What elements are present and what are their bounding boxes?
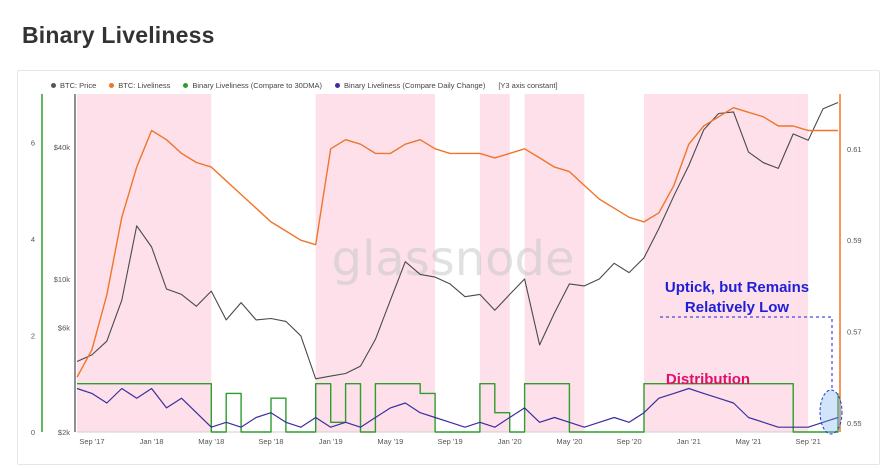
x-tick-8: May '20 [556,437,582,446]
y-right-tick-0: 0.55 [847,419,862,428]
series-binary-30dma [77,383,839,433]
highlight-band-0 [77,94,212,432]
y-left-tick-0: 0 [31,428,35,437]
legend-item-binary-daily[interactable]: Binary Liveliness (Compare Daily Change) [335,81,485,90]
x-tick-3: Sep '18 [258,437,283,446]
x-tick-10: Jan '21 [677,437,701,446]
annotation-distribution: Distribution [666,371,750,388]
y-price-tick-3: $40k [54,143,71,152]
y-left-tick-1: 2 [31,331,35,340]
highlight-band-3 [479,94,510,432]
highlight-band-4 [524,94,585,432]
y-price-tick-0: $2k [58,428,70,437]
x-tick-6: Sep '19 [437,437,462,446]
series-binary-daily [76,387,839,428]
x-tick-0: Sep '17 [79,437,104,446]
y-price-tick-2: $10k [54,275,71,284]
series-btc-liveliness [76,107,838,378]
x-tick-7: Jan '20 [498,437,522,446]
x-tick-1: Jan '18 [140,437,164,446]
legend-dot-binary-30dma [183,82,189,88]
x-tick-11: May '21 [735,437,761,446]
legend-dot-price [51,82,56,88]
x-tick-12: Sep '21 [796,437,821,446]
page-title: Binary Liveliness [22,22,215,48]
x-tick-2: May '18 [198,437,224,446]
annotation-uptick-ellipse [819,389,843,435]
legend-dot-binary-daily [335,82,341,88]
y-right-tick-2: 0.59 [847,236,862,245]
x-tick-4: Jan '19 [319,437,343,446]
watermark: glassnode [331,231,574,287]
x-tick-5: May '19 [377,437,403,446]
highlight-band-5 [644,94,794,432]
highlight-band-6 [793,94,809,432]
chart-legend: BTC: Price BTC: Liveliness Binary Liveli… [51,79,558,91]
legend-note: [Y3 axis constant] [498,80,558,90]
y-price-tick-1: $6k [58,324,70,333]
y-left-tick-3: 6 [31,138,35,147]
x-tick-9: Sep '20 [616,437,641,446]
legend-label-liveliness: BTC: Liveliness [118,80,171,90]
y-right-tick-1: 0.57 [847,328,862,337]
annotation-uptick-line1: Uptick, but Remains [665,279,809,296]
legend-item-binary-30dma[interactable]: Binary Liveliness (Compare to 30DMA) [183,81,322,90]
y-left-tick-2: 4 [31,235,35,244]
legend-label-binary-30dma: Binary Liveliness (Compare to 30DMA) [192,80,323,90]
legend-item-liveliness[interactable]: BTC: Liveliness [109,81,170,90]
legend-label-price: BTC: Price [60,80,97,90]
y-right-tick-3: 0.61 [847,145,862,154]
legend-item-price[interactable]: BTC: Price [51,81,96,90]
legend-dot-liveliness [109,82,115,88]
annotation-uptick-line2: Relatively Low [685,299,790,316]
highlight-band-1 [315,94,376,432]
legend-label-binary-daily: Binary Liveliness (Compare Daily Change) [344,80,486,90]
